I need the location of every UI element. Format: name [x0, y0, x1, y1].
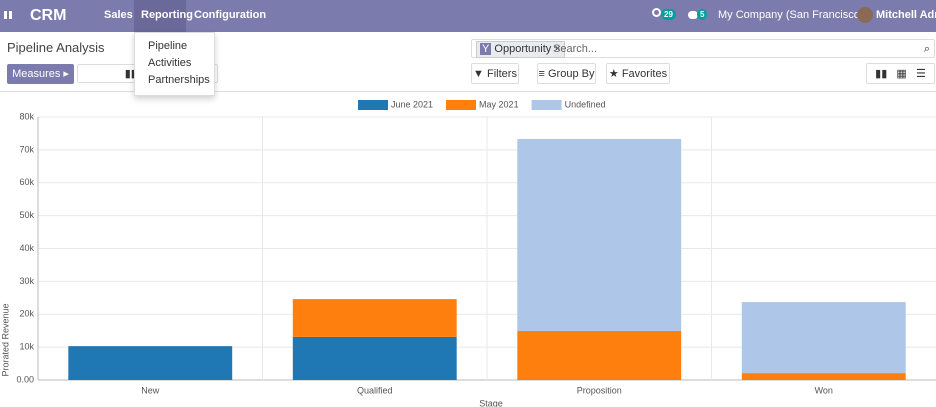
legend-swatch — [531, 100, 562, 110]
x-tick-label: Qualified — [357, 385, 393, 395]
x-tick-label: Won — [815, 385, 833, 395]
apps-icon[interactable] — [4, 11, 12, 19]
group-by-label: Group By — [548, 68, 595, 80]
x-tick-label: New — [141, 385, 160, 395]
user[interactable]: Mitchell Admin — [876, 9, 936, 21]
measures-label: Measures — [12, 68, 61, 80]
bar — [68, 346, 233, 380]
breadcrumb: Pipeline Analysis — [7, 40, 105, 55]
bar — [292, 336, 457, 380]
bar — [517, 139, 682, 332]
activity-icon[interactable] — [652, 8, 661, 17]
chart: Prorated Revenue Stage 0.00 10k 20k 30k 40k 5… — [0, 99, 936, 407]
search-icon[interactable]: ⌕ — [923, 43, 930, 55]
x-axis-label: Stage — [479, 398, 503, 407]
legend-label: Undefined — [565, 99, 606, 109]
x-tick-label: Proposition — [577, 385, 622, 395]
menu-active-bg — [134, 0, 186, 32]
y-tick-label: 50k — [19, 210, 34, 220]
bar — [292, 299, 457, 337]
bar — [741, 373, 906, 380]
y-tick-label: 30k — [19, 276, 34, 286]
y-tick-label: 60k — [19, 177, 34, 187]
filters-button[interactable]: ▼ Filters — [471, 63, 519, 84]
favorites-button[interactable]: ★ Favorites — [606, 63, 670, 84]
search-placeholder: Search... — [553, 43, 598, 55]
menu-configuration[interactable]: Configuration — [194, 9, 267, 21]
bar — [517, 331, 682, 380]
legend-swatch — [358, 100, 388, 110]
bar — [741, 302, 906, 374]
activity-badge: 29 — [661, 9, 676, 20]
avatar[interactable] — [857, 7, 873, 23]
messages-icon[interactable] — [688, 11, 698, 19]
favorites-label: Favorites — [621, 68, 668, 80]
group-by-button[interactable]: ≡ Group By — [537, 63, 596, 84]
view-switcher[interactable]: ▮▮ ▦ ☰ — [866, 63, 935, 84]
y-tick-label: 10k — [19, 342, 34, 352]
y-tick-label: 40k — [19, 243, 34, 253]
search-box[interactable]: Y Opportunity × Search... ⌕ — [471, 39, 935, 58]
y-tick-label: 20k — [19, 309, 34, 319]
y-tick-label: 70k — [19, 144, 34, 154]
company[interactable]: My Company (San Francisco) — [718, 9, 864, 21]
legend-label: May 2021 — [479, 99, 519, 109]
reporting-dropdown: Pipeline Activities Partnerships — [134, 32, 215, 96]
menu-sales[interactable]: Sales — [104, 9, 133, 21]
dropdown-item[interactable]: Activities — [148, 57, 192, 69]
facet-label: Opportunity — [494, 43, 552, 55]
y-axis-label: Prorated Revenue — [0, 303, 10, 376]
search-facet: Y Opportunity × — [476, 41, 565, 58]
navbar: CRM Sales Reporting Configuration 29 5 M… — [0, 0, 936, 32]
messages-badge: 5 — [697, 9, 708, 20]
legend-label: June 2021 — [391, 99, 433, 109]
y-tick-label: 0.00 — [16, 374, 34, 384]
app-name[interactable]: CRM — [30, 7, 67, 24]
y-tick-label: 80k — [19, 111, 34, 121]
measures-button[interactable]: Measures ▸ — [7, 64, 74, 84]
legend-swatch — [446, 100, 477, 110]
dropdown-item[interactable]: Partnerships — [148, 74, 210, 86]
filters-label: Filters — [487, 68, 517, 80]
dropdown-item[interactable]: Pipeline — [148, 40, 188, 52]
menu-reporting[interactable]: Reporting — [141, 9, 193, 21]
